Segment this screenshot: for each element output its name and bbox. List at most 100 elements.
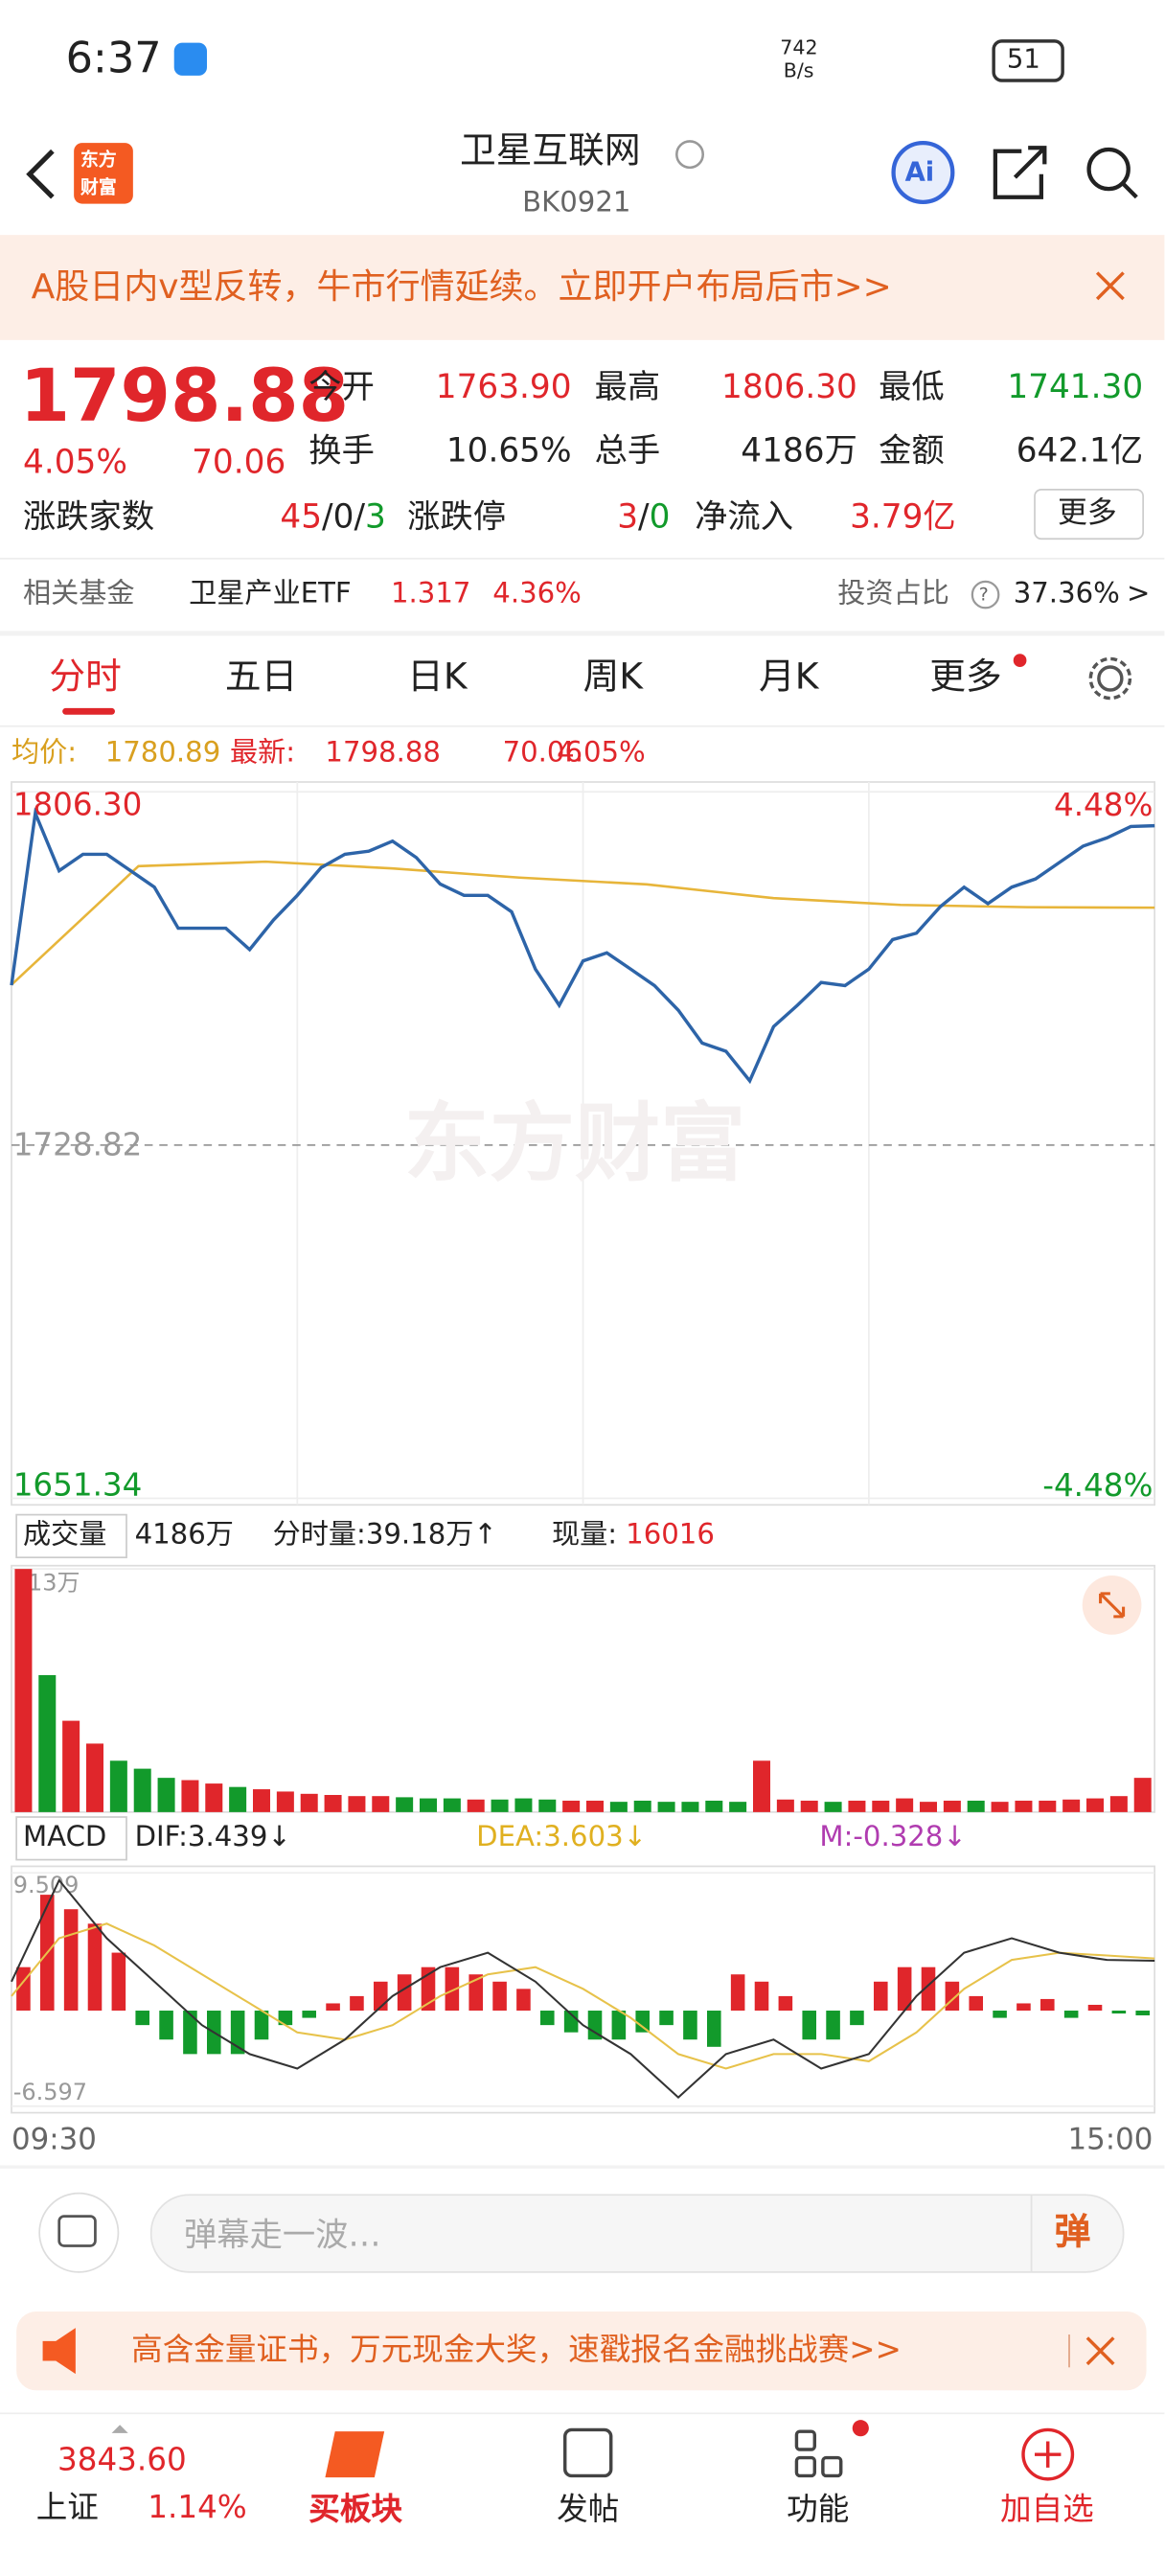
volume-bar xyxy=(848,1800,866,1812)
tab[interactable]: 月K xyxy=(759,656,819,699)
fund-name[interactable]: 卫星产业ETF xyxy=(189,577,352,610)
volume-bar xyxy=(1015,1800,1033,1812)
pct: 4.05% xyxy=(23,442,127,482)
last-change: 70.06 xyxy=(502,736,583,770)
volume-bar xyxy=(991,1802,1009,1812)
danmaku-button[interactable]: 弹 xyxy=(1054,2213,1091,2255)
price-line xyxy=(10,807,1155,1085)
share-value: 37.36% xyxy=(1013,577,1120,610)
volume-now: 16016 xyxy=(626,1518,715,1552)
macd-bar xyxy=(754,1981,769,2012)
price: 1798.88 xyxy=(19,355,350,439)
field-label: 今开 xyxy=(308,366,375,406)
breadth-label: 涨跌家数 xyxy=(23,495,155,536)
share-arrow[interactable]: > xyxy=(1127,577,1151,610)
volume-bar xyxy=(300,1793,318,1812)
index-pct[interactable]: 1.14% xyxy=(148,2490,247,2526)
ad-text[interactable]: 高含金量证书，万元现金大奖，速戳报名金融挑战赛>> xyxy=(131,2332,902,2369)
comment-placeholder[interactable]: 弹幕走一波… xyxy=(184,2214,381,2255)
macd-bar xyxy=(1017,2003,1031,2012)
volume-label[interactable]: 成交量 xyxy=(23,1518,107,1552)
volume-bar xyxy=(705,1800,723,1812)
macd-bar xyxy=(421,1966,436,2012)
macd-bar xyxy=(1087,2004,1103,2012)
status-time: 6:37 xyxy=(65,34,162,84)
volume-bar xyxy=(14,1569,33,1812)
volume-bar xyxy=(229,1786,247,1812)
macd-bar xyxy=(350,1995,364,2012)
inflow-label: 净流入 xyxy=(695,495,794,536)
macd-bar xyxy=(611,2011,627,2040)
change: 70.06 xyxy=(192,442,286,482)
macd-bar xyxy=(1111,2011,1127,2014)
help-mark[interactable]: ? xyxy=(978,584,989,606)
volume-bar xyxy=(1062,1799,1081,1812)
ai-label[interactable]: Ai xyxy=(904,155,935,188)
dif-line xyxy=(11,1878,1155,2100)
macd-bar xyxy=(707,2011,721,2047)
macd-bar xyxy=(159,2011,173,2040)
y-tick-label: -6.597 xyxy=(13,2079,87,2105)
limit-up: 3 xyxy=(617,495,639,536)
last-pct: 4.05% xyxy=(557,736,646,770)
time-start: 09:30 xyxy=(11,2122,97,2157)
nav-item[interactable]: 功能 xyxy=(787,2491,850,2528)
tab[interactable]: 周K xyxy=(582,656,644,699)
volume-bar xyxy=(253,1789,271,1812)
volume-bar xyxy=(181,1780,199,1812)
field-value: 1763.90 xyxy=(435,366,572,406)
macd-bar xyxy=(563,2011,579,2033)
field-label: 最低 xyxy=(879,366,945,406)
macd-bar xyxy=(778,1995,793,2012)
volume-now-label: 现量: xyxy=(552,1518,618,1552)
index-name[interactable]: 上证 xyxy=(35,2490,99,2526)
nav-item[interactable]: 发帖 xyxy=(557,2491,620,2528)
avg-label: 均价: xyxy=(11,736,78,770)
macd-bar xyxy=(254,2011,269,2040)
nav-item[interactable]: 加自选 xyxy=(1000,2491,1094,2528)
banner-text[interactable]: A股日内v型反转，牛市行情延续。立即开户布局后市>> xyxy=(31,266,892,307)
volume-bar xyxy=(62,1720,80,1812)
limit-down: 0 xyxy=(649,495,671,536)
nav-item[interactable]: 买板块 xyxy=(308,2491,403,2528)
macd-bar xyxy=(183,2011,197,2055)
volume-bar xyxy=(443,1798,461,1812)
volume-bar xyxy=(109,1760,127,1812)
field-value: 642.1亿 xyxy=(1016,430,1144,471)
limit-value: 3/0 xyxy=(617,499,670,532)
tab[interactable]: 日K xyxy=(407,656,468,699)
breadth-flat: 0 xyxy=(332,495,354,536)
share-label: 投资占比 xyxy=(837,577,949,610)
volume-bar xyxy=(420,1798,438,1812)
more-label[interactable]: 更多 xyxy=(1058,495,1117,531)
y-tick-label: 9.509 xyxy=(13,1872,80,1898)
time-end: 15:00 xyxy=(1067,2122,1154,2157)
volume-minute: 分时量:39.18万↑ xyxy=(272,1518,497,1552)
net-unit: B/s xyxy=(783,58,814,82)
macd-bar xyxy=(897,1966,912,2012)
field-value: 10.65% xyxy=(445,430,572,471)
volume-bar xyxy=(753,1760,771,1812)
tab[interactable]: 更多 xyxy=(929,656,1002,699)
volume-bar xyxy=(157,1778,175,1812)
logo-text: 财富 xyxy=(80,176,117,198)
macd-bar xyxy=(1040,1998,1055,2012)
volume-bar xyxy=(133,1768,151,1812)
volume-bar xyxy=(467,1799,485,1812)
field-label: 金额 xyxy=(879,430,945,471)
volume-total: 4186万 xyxy=(134,1518,234,1552)
fund-label: 相关基金 xyxy=(23,577,135,610)
field-value: 4186万 xyxy=(741,430,857,471)
macd-bar xyxy=(397,1974,412,2012)
fund-pct: 4.36% xyxy=(492,577,582,610)
tab[interactable]: 分时 xyxy=(49,656,122,699)
macd-label[interactable]: MACD xyxy=(23,1821,107,1854)
field-label: 总手 xyxy=(594,430,661,471)
m-text: M:-0.328↓ xyxy=(819,1821,967,1854)
index-value[interactable]: 3843.60 xyxy=(57,2442,187,2479)
macd-bar xyxy=(659,2011,674,2026)
page-code: BK0921 xyxy=(522,186,631,219)
breadth-up: 45 xyxy=(280,495,323,536)
tab[interactable]: 五日 xyxy=(224,656,298,699)
